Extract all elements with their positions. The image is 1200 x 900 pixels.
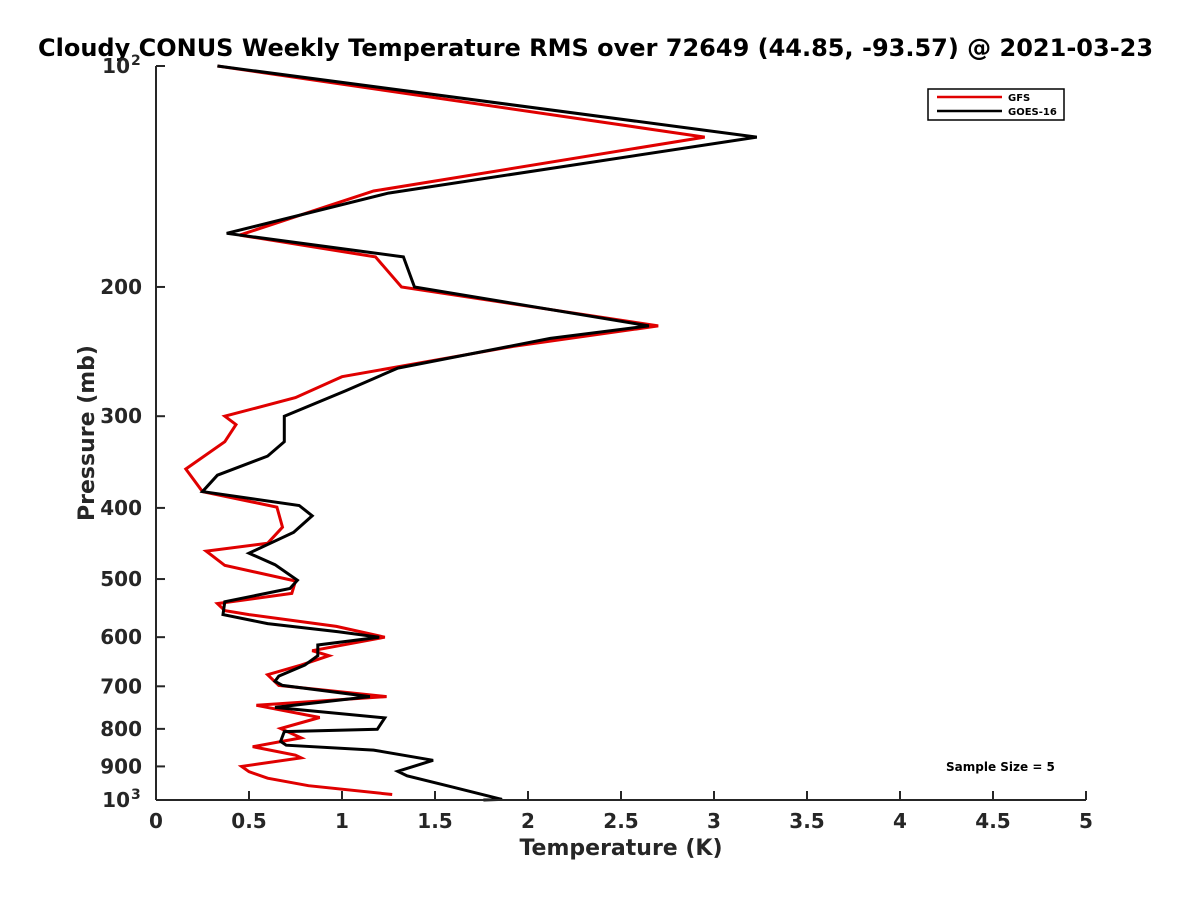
y-tick-label: 10 xyxy=(102,788,130,812)
y-axis-label: Pressure (mb) xyxy=(75,345,100,521)
x-tick-label: 2 xyxy=(521,809,535,833)
y-tick-label: 500 xyxy=(100,567,142,591)
y-tick-label: 600 xyxy=(100,625,142,649)
legend-label-gfs: GFS xyxy=(1008,93,1030,104)
x-tick-label: 0 xyxy=(149,809,163,833)
y-tick-label: 400 xyxy=(100,496,142,520)
x-tick-label: 3 xyxy=(707,809,721,833)
x-axis-label: Temperature (K) xyxy=(519,836,722,861)
y-tick-label: 900 xyxy=(100,754,142,778)
x-tick-label: 4 xyxy=(893,809,907,833)
legend-box xyxy=(927,88,1065,121)
plot-area xyxy=(183,64,758,802)
x-tick-label: 5 xyxy=(1079,809,1093,833)
y-tick-label: 300 xyxy=(100,404,142,428)
legend-label-goes16: GOES-16 xyxy=(1008,107,1057,118)
y-tick-exponent: 3 xyxy=(131,787,141,803)
chart-title: Cloudy CONUS Weekly Temperature RMS over… xyxy=(38,34,1153,62)
x-tick-label: 0.5 xyxy=(231,809,266,833)
x-ticks: 0 0.5 1 1.5 2 2.5 3 3.5 4 4.5 5 xyxy=(149,791,1093,833)
y-tick-exponent: 2 xyxy=(131,53,141,69)
x-tick-label: 3.5 xyxy=(789,809,824,833)
y-tick-label: 700 xyxy=(100,674,142,698)
x-tick-label: 1.5 xyxy=(417,809,452,833)
x-tick-label: 1 xyxy=(335,809,349,833)
y-tick-label: 800 xyxy=(100,717,142,741)
sample-size-annotation: Sample Size = 5 xyxy=(946,760,1055,774)
x-tick-label: 4.5 xyxy=(975,809,1010,833)
x-tick-label: 2.5 xyxy=(603,809,638,833)
legend: GFS GOES-16 xyxy=(927,88,1065,121)
series-line-goes16 xyxy=(199,64,758,802)
y-tick-label: 10 xyxy=(102,54,130,78)
y-tick-label: 200 xyxy=(100,275,142,299)
